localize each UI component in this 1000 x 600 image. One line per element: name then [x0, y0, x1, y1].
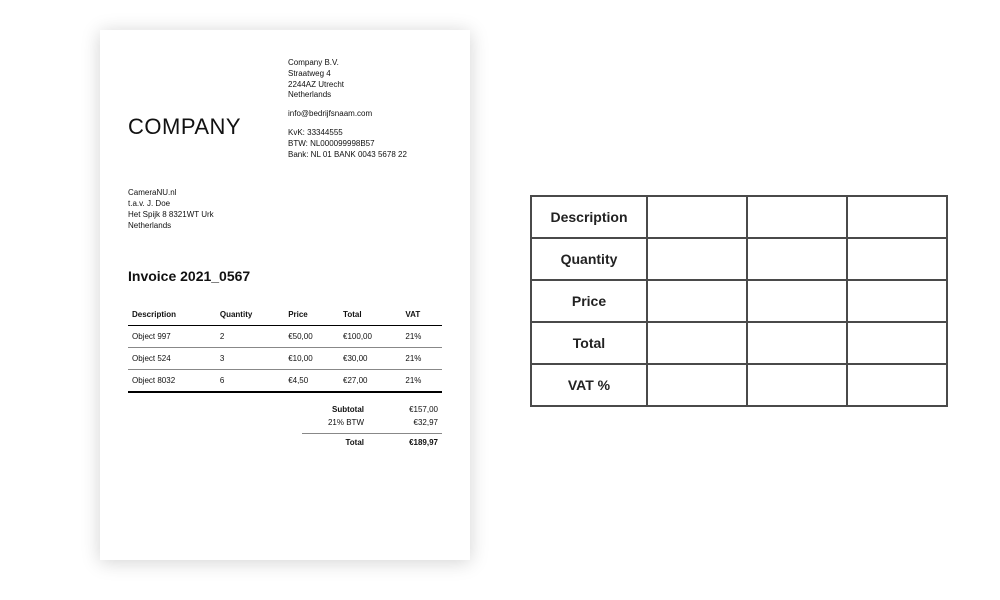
blank-cell: [747, 322, 847, 364]
recipient-block: CameraNU.nl t.a.v. J. Doe Het Spijk 8 83…: [128, 188, 442, 231]
item-total: €30,00: [339, 347, 401, 369]
item-vat: 21%: [401, 347, 442, 369]
item-price: €10,00: [284, 347, 339, 369]
logo-block: COMPANY: [128, 58, 248, 160]
blank-cell: [747, 364, 847, 406]
blank-row: Description: [531, 196, 947, 238]
blank-cell: [847, 322, 947, 364]
blank-row: VAT %: [531, 364, 947, 406]
blank-cell: [847, 196, 947, 238]
subtotal-label: Subtotal: [304, 405, 364, 414]
company-bank: Bank: NL 01 BANK 0043 5678 22: [288, 150, 407, 161]
company-logo-icon: [132, 58, 180, 106]
blank-cell: [847, 238, 947, 280]
blank-cell: [747, 196, 847, 238]
blank-cell: [647, 322, 747, 364]
blank-row: Price: [531, 280, 947, 322]
company-legal-name: Company B.V.: [288, 58, 407, 69]
item-qty: 2: [216, 325, 284, 347]
blank-cell: [847, 364, 947, 406]
blank-cell: [747, 238, 847, 280]
blank-cell: [647, 364, 747, 406]
col-description: Description: [128, 304, 216, 326]
item-price: €4,50: [284, 369, 339, 392]
blank-table: Description Quantity Price Total VAT %: [530, 195, 948, 407]
item-qty: 6: [216, 369, 284, 392]
blank-row-label: Description: [531, 196, 647, 238]
item-total: €100,00: [339, 325, 401, 347]
blank-cell: [647, 196, 747, 238]
company-kvk: KvK: 33344555: [288, 128, 407, 139]
blank-cell: [847, 280, 947, 322]
totals-block: Subtotal €157,00 21% BTW €32,97 Total €1…: [128, 403, 442, 449]
recipient-street: Het Spijk 8 8321WT Urk: [128, 210, 442, 221]
recipient-attn: t.a.v. J. Doe: [128, 199, 442, 210]
blank-row-label: Total: [531, 322, 647, 364]
col-quantity: Quantity: [216, 304, 284, 326]
invoice-document: COMPANY Company B.V. Straatweg 4 2244AZ …: [100, 30, 470, 560]
table-row: Object 997 2 €50,00 €100,00 21%: [128, 325, 442, 347]
company-btw: BTW: NL000099998B57: [288, 139, 407, 150]
items-header-row: Description Quantity Price Total VAT: [128, 304, 442, 326]
subtotal-value: €157,00: [388, 405, 438, 414]
item-qty: 3: [216, 347, 284, 369]
col-vat: VAT: [401, 304, 442, 326]
recipient-name: CameraNU.nl: [128, 188, 442, 199]
invoice-header: COMPANY Company B.V. Straatweg 4 2244AZ …: [128, 58, 442, 160]
col-price: Price: [284, 304, 339, 326]
btw-value: €32,97: [388, 418, 438, 427]
blank-row: Total: [531, 322, 947, 364]
total-value: €189,97: [388, 438, 438, 447]
company-email: info@bedrijfsnaam.com: [288, 109, 407, 120]
item-total: €27,00: [339, 369, 401, 392]
blank-cell: [647, 280, 747, 322]
table-row: Object 8032 6 €4,50 €27,00 21%: [128, 369, 442, 392]
item-vat: 21%: [401, 369, 442, 392]
blank-row-label: VAT %: [531, 364, 647, 406]
blank-row-label: Quantity: [531, 238, 647, 280]
item-vat: 21%: [401, 325, 442, 347]
item-desc: Object 997: [128, 325, 216, 347]
btw-label: 21% BTW: [304, 418, 364, 427]
company-name: COMPANY: [128, 114, 248, 140]
table-row: Object 524 3 €10,00 €30,00 21%: [128, 347, 442, 369]
blank-row: Quantity: [531, 238, 947, 280]
item-desc: Object 8032: [128, 369, 216, 392]
blank-cell: [747, 280, 847, 322]
item-price: €50,00: [284, 325, 339, 347]
blank-row-label: Price: [531, 280, 647, 322]
company-street: Straatweg 4: [288, 69, 407, 80]
items-table: Description Quantity Price Total VAT Obj…: [128, 304, 442, 393]
company-details: Company B.V. Straatweg 4 2244AZ Utrecht …: [288, 58, 407, 160]
total-label: Total: [304, 438, 364, 447]
company-country: Netherlands: [288, 90, 407, 101]
invoice-title: Invoice 2021_0567: [128, 268, 442, 284]
blank-cell: [647, 238, 747, 280]
recipient-country: Netherlands: [128, 221, 442, 232]
item-desc: Object 524: [128, 347, 216, 369]
col-total: Total: [339, 304, 401, 326]
company-postal: 2244AZ Utrecht: [288, 80, 407, 91]
